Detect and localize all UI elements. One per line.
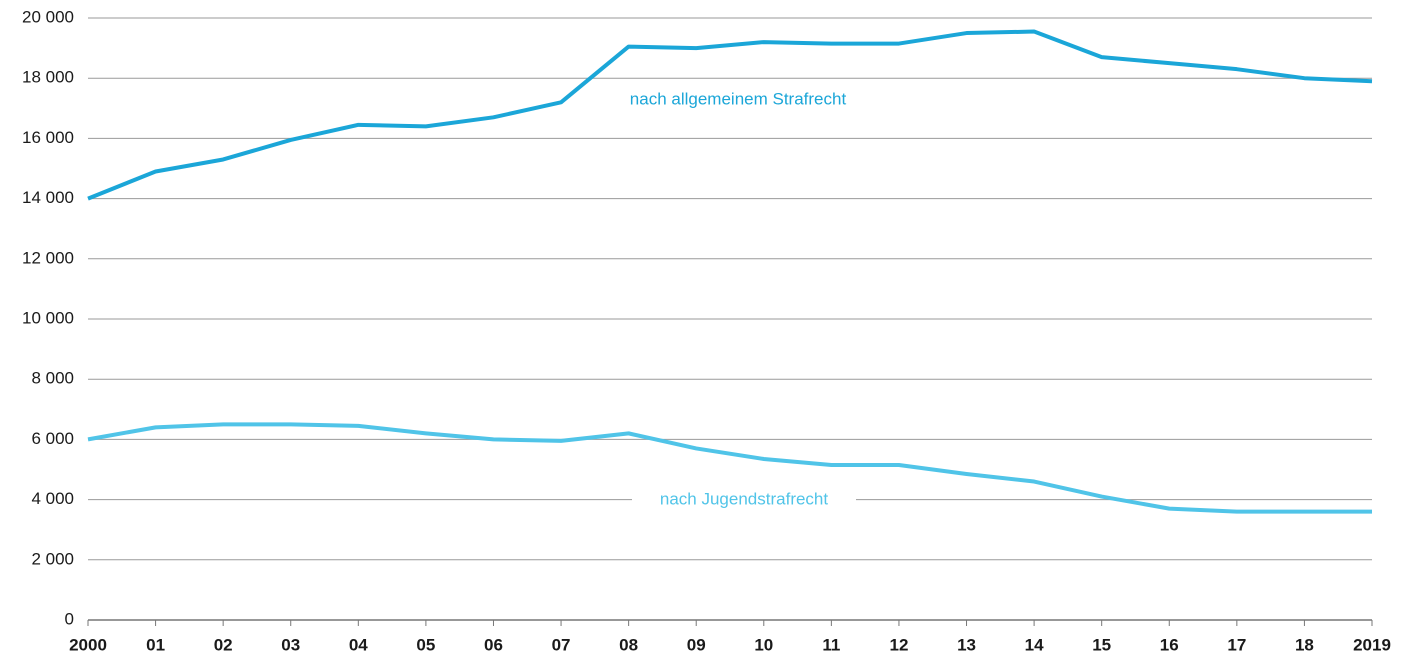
series-label: nach Jugendstrafrecht xyxy=(660,489,828,508)
x-tick-label: 17 xyxy=(1227,635,1246,654)
x-tick-label: 01 xyxy=(146,635,165,654)
x-tick-label: 13 xyxy=(957,635,976,654)
series-line xyxy=(87,29,1373,201)
y-tick-label: 2 000 xyxy=(31,549,74,568)
x-tick-label: 2019 xyxy=(1353,635,1391,654)
x-tick-label: 10 xyxy=(754,635,773,654)
x-tick-label: 16 xyxy=(1160,635,1179,654)
y-tick-label: 0 xyxy=(65,609,74,628)
x-tick-label: 14 xyxy=(1025,635,1044,654)
y-tick-label: 4 000 xyxy=(31,489,74,508)
y-tick-label: 18 000 xyxy=(22,68,74,87)
x-tick-label: 03 xyxy=(281,635,300,654)
x-tick-label: 11 xyxy=(822,635,840,654)
x-tick-label: 2000 xyxy=(69,635,107,654)
y-tick-label: 10 000 xyxy=(22,308,74,327)
x-tick-label: 12 xyxy=(889,635,908,654)
y-tick-label: 6 000 xyxy=(31,429,74,448)
x-tick-label: 18 xyxy=(1295,635,1314,654)
label-bg xyxy=(632,488,856,512)
series-line xyxy=(87,422,1372,514)
x-tick-label: 05 xyxy=(416,635,435,654)
series-label: nach allgemeinem Strafrecht xyxy=(630,89,847,108)
x-tick-label: 15 xyxy=(1092,635,1111,654)
y-tick-label: 16 000 xyxy=(22,128,74,147)
y-tick-label: 14 000 xyxy=(22,188,74,207)
x-tick-label: 07 xyxy=(552,635,571,654)
x-tick-label: 06 xyxy=(484,635,503,654)
x-tick-label: 04 xyxy=(349,635,368,654)
y-tick-label: 8 000 xyxy=(31,369,74,388)
x-tick-label: 02 xyxy=(214,635,233,654)
x-tick-label: 08 xyxy=(619,635,638,654)
y-tick-label: 20 000 xyxy=(22,7,74,26)
x-tick-label: 09 xyxy=(687,635,706,654)
y-tick-label: 12 000 xyxy=(22,248,74,267)
